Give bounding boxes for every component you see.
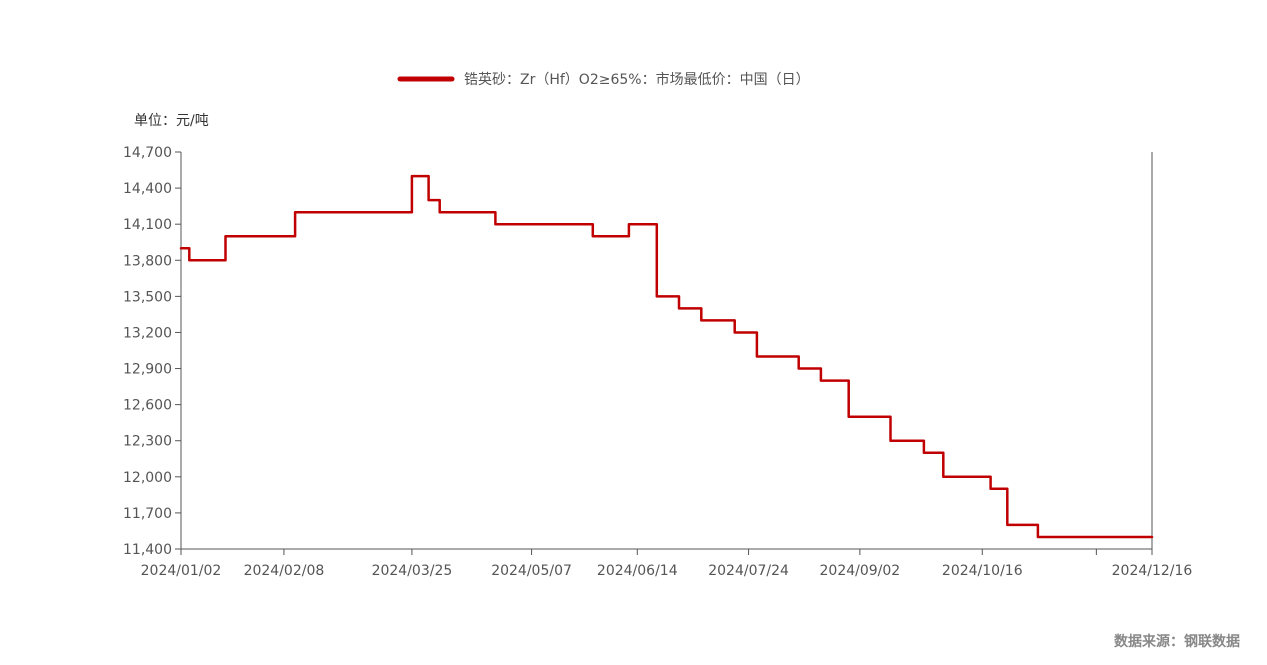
y-tick-label: 12,600 [123,398,172,414]
x-tick-label: 2024/12/16 [1112,563,1193,579]
y-tick-label: 14,400 [123,181,172,197]
unit-label: 单位：元/吨 [134,113,209,129]
y-tick-label: 13,500 [123,289,172,305]
x-tick-label: 2024/09/02 [820,563,901,579]
series-layer [179,174,1154,539]
x-tick-label: 2024/06/14 [597,563,678,579]
x-tick-label: 2024/07/24 [708,563,789,579]
y-axis: 11,400 11,700 12,000 12,300 12,600 12,900 13,2… [123,145,182,558]
x-axis: 2024/01/02 2024/02/08 2024/03/25 2024/05/07… [141,152,1193,579]
y-tick-label: 14,700 [123,145,172,161]
series-line [179,174,1154,539]
legend: 锆英砂：Zr（Hf）O2≥65%：市场最低价：中国（日） [397,71,810,88]
x-tick-label: 2024/05/07 [491,563,572,579]
x-tick-label: 2024/02/08 [244,563,325,579]
y-tick-label: 11,400 [123,542,172,558]
legend-label: 锆英砂：Zr（Hf）O2≥65%：市场最低价：中国（日） [464,71,810,88]
y-tick-label: 12,900 [123,362,172,378]
y-tick-label: 14,100 [123,217,172,233]
y-tick-label: 12,000 [123,470,172,486]
x-tick-label: 2024/01/02 [141,563,222,579]
y-tick-label: 11,700 [123,506,172,522]
y-tick-label: 12,300 [123,434,172,450]
x-tick-label: 2024/03/25 [372,563,453,579]
y-tick-label: 13,800 [123,253,172,269]
x-tick-label: 2024/10/16 [942,563,1023,579]
y-tick-label: 13,200 [123,325,172,341]
source-label: 数据来源：钢联数据 [1114,633,1240,650]
